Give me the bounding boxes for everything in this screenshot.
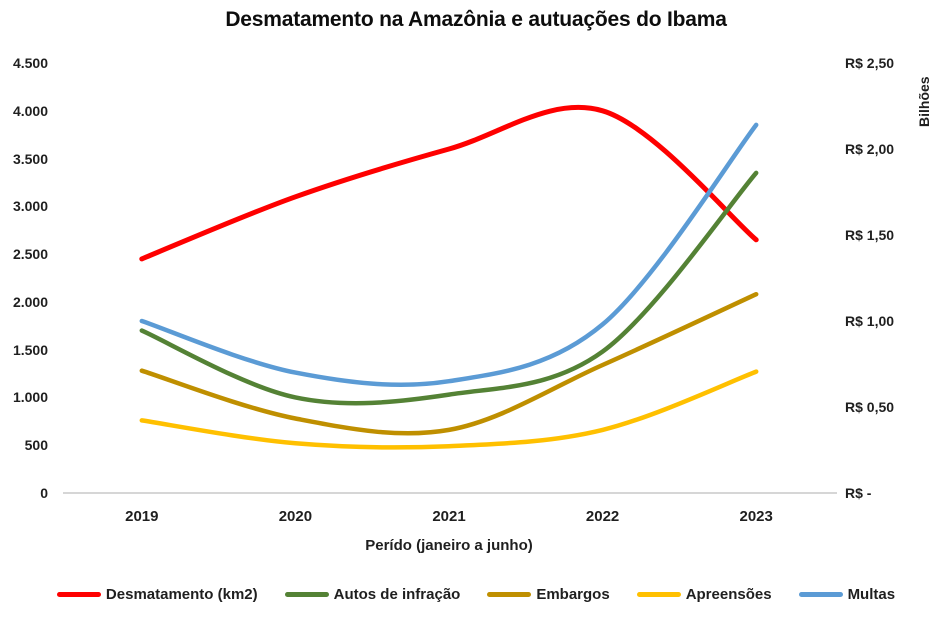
legend-label: Multas <box>847 586 896 603</box>
right-y-axis: R$ 2,50 R$ 2,00 R$ 1,50 R$ 1,00 R$ 0,50 R$ - <box>845 0 945 560</box>
legend-swatch-icon <box>284 592 329 597</box>
legend-label: Autos de infração <box>333 586 461 603</box>
left-axis-tick-label: 2.500 <box>12 246 48 263</box>
legend-item-desmatamento-km2-: Desmatamento (km2) <box>56 586 258 603</box>
legend-swatch-icon <box>56 592 101 597</box>
series-line-autos-de-infra-o <box>139 170 759 406</box>
series-line-multas <box>139 122 759 388</box>
x-axis-tick-label: 2021 <box>432 508 466 525</box>
series-line-apreens-es <box>139 369 759 450</box>
left-axis-tick-label: 2.000 <box>12 293 48 310</box>
right-axis-tick-label: R$ 1,50 <box>845 227 895 243</box>
x-axis-tick-label: 2020 <box>278 508 313 525</box>
left-axis-tick-label: 1.500 <box>12 341 48 358</box>
left-axis-tick-label: 0 <box>40 485 48 501</box>
left-axis-tick-label: 4.000 <box>12 102 48 119</box>
right-axis-tick-label: R$ - <box>845 485 872 501</box>
series-line-embargos <box>139 291 759 436</box>
left-axis-tick-label: 500 <box>24 437 48 454</box>
left-y-axis: 4.500 4.000 3.500 3.000 2.500 2.000 1.500 1.000… <box>0 0 48 560</box>
right-axis-tick-label: R$ 1,00 <box>845 313 895 329</box>
right-axis-tick-label: R$ 2,00 <box>845 141 895 157</box>
legend-label: Embargos <box>536 586 610 603</box>
right-axis-tick-label: R$ 2,50 <box>845 55 895 71</box>
left-axis-tick-label: 1.000 <box>12 389 48 406</box>
x-axis-tick-label: 2022 <box>585 508 620 525</box>
left-axis-tick-label: 4.500 <box>12 55 48 71</box>
legend-item-multas: Multas <box>798 586 896 603</box>
x-axis-title: Perído (janeiro a junho) <box>365 537 533 554</box>
x-axis-tick-label: 2019 <box>125 508 159 525</box>
series-line-desmatamento-km2- <box>139 104 759 262</box>
left-axis-tick-label: 3.000 <box>12 198 48 215</box>
chart-title: Desmatamento na Amazônia e autuações do … <box>225 8 727 31</box>
legend-item-apreens-es: Apreensões <box>636 586 772 603</box>
x-axis-tick-label: 2023 <box>739 508 773 525</box>
legend-item-embargos: Embargos <box>487 586 610 603</box>
legend-swatch-icon <box>636 592 681 597</box>
legend-label: Apreensões <box>685 586 772 603</box>
legend-swatch-icon <box>798 592 843 597</box>
legend-swatch-icon <box>487 592 532 597</box>
legend-item-autos-de-infra-o: Autos de infração <box>284 586 461 603</box>
legend-label: Desmatamento (km2) <box>105 586 258 603</box>
right-axis-tick-label: R$ 0,50 <box>845 399 895 415</box>
left-axis-tick-label: 3.500 <box>12 150 48 167</box>
chart-legend: Desmatamento (km2) Autos de infração Embar… <box>0 586 952 603</box>
